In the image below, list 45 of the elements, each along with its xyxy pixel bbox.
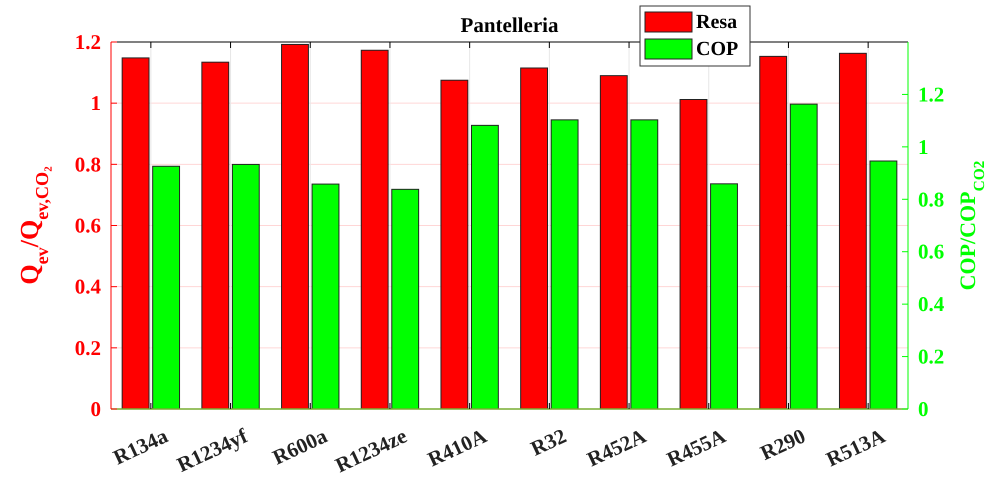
bar [440,80,468,410]
y2-tick-label: 0 [918,397,928,421]
y-tick-label: 0.4 [74,274,102,299]
y-tick-label: 0.2 [74,336,101,360]
bar [281,44,309,410]
y2-tick-label: 1.2 [918,82,944,106]
y-tick-label: 0 [90,397,101,421]
x-tick-label: R134a [109,423,172,470]
bar [838,52,867,410]
bar [122,57,150,410]
bar [391,188,420,410]
bar [232,164,260,410]
bar [790,104,818,410]
x-tick-label: R455A [663,423,730,472]
y-tick-label: 0.6 [74,214,101,238]
y2-tick-label: 1 [918,134,928,159]
y2-tick-label: 0.8 [918,187,944,212]
bar [550,119,579,410]
bar [470,124,499,410]
bar [312,184,340,410]
bar [630,119,658,410]
x-tick-label: R410A [424,423,491,472]
x-tick-label: R600a [268,423,332,470]
y-tick-label: 1 [90,91,101,116]
y2-tick-label: 0.6 [918,240,944,264]
y2-tick-label: 0.2 [918,344,944,369]
legend-label: Resa [696,11,738,33]
x-tick-label: R452A [583,423,650,472]
bar [680,98,708,410]
bar [710,183,738,410]
y-tick-label: 0.8 [74,152,101,176]
bar [759,56,788,410]
x-tick-label: R290 [756,424,809,466]
x-tick-label: R32 [526,424,570,461]
bar [152,166,180,410]
y-tick-label: 1.2 [74,30,101,54]
chart-title: Pantelleria [460,13,559,37]
bar [600,75,628,410]
bar [201,62,230,410]
legend-label: COP [696,38,738,60]
bar [520,67,548,410]
bar [360,50,389,410]
bar [869,160,898,410]
y2-tick-label: 0.4 [918,292,945,316]
x-tick-label: R513A [822,423,890,472]
